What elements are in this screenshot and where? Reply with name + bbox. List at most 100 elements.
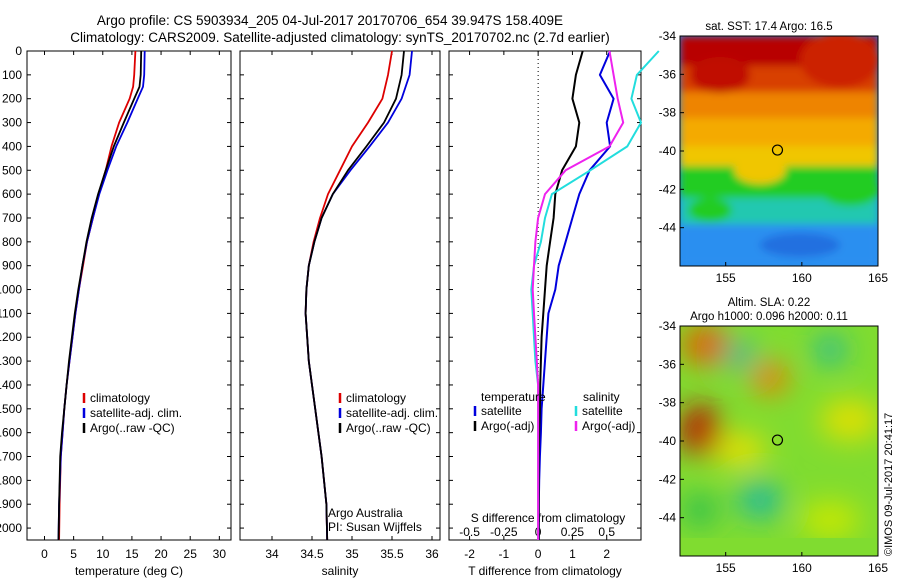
map-y-tick-label: -34 <box>659 319 677 333</box>
map-axes-sla_map: 155 160 165 -34 -36 -38 -40 -42 -44 Altim. SLA: 0… <box>659 297 889 575</box>
map-y-tick-label: -42 <box>659 472 677 486</box>
x-tick-label: 20 <box>154 547 168 561</box>
depth-tick-label: 1100 <box>0 306 22 320</box>
x-axis-label: T difference from climatology <box>468 564 622 578</box>
depth-tick-label: 0 <box>15 44 22 58</box>
depth-tick-label: 300 <box>2 116 22 130</box>
panel-frame <box>26 50 232 541</box>
sst-map <box>680 36 878 266</box>
depth-tick-label: 1700 <box>0 450 22 464</box>
x-tick-label: 15 <box>125 547 139 561</box>
depth-tick-label: 400 <box>2 139 22 153</box>
sla-map <box>680 326 878 556</box>
x-tick-label: 36 <box>425 547 439 561</box>
diff-series-1 <box>537 50 584 540</box>
x-tick-label: 30 <box>213 547 227 561</box>
annotation-line: Argo Australia <box>328 506 403 520</box>
legend-entry: satellite <box>582 404 623 418</box>
map-y-tick-label: -38 <box>659 396 677 410</box>
x-tick-label: 34.5 <box>300 547 324 561</box>
legend-entry: Argo(..raw -QC) <box>346 421 431 435</box>
diff-series-0 <box>537 50 615 540</box>
x2-tick-label: 0.5 <box>598 525 615 539</box>
map-y-tick-label: -38 <box>659 106 677 120</box>
profile-panel-temperature: 0 5 10 15 20 25 30 temperature (deg C) climatolo… <box>26 50 232 578</box>
x-tick-label: 2 <box>603 547 610 561</box>
imos-stamp: ©IMOS 09-Jul-2017 20:41:17 <box>883 413 895 556</box>
map-y-tick-label: -36 <box>659 357 677 371</box>
x-tick-label: 35 <box>345 547 359 561</box>
depth-tick-label: 1300 <box>0 354 22 368</box>
depth-tick-label: 1900 <box>0 497 22 511</box>
depth-tick-label: 1800 <box>0 473 22 487</box>
x-tick-label: 10 <box>96 547 110 561</box>
x2-tick-label: -0.25 <box>490 525 518 539</box>
map-x-tick-label: 155 <box>716 271 736 285</box>
depth-tick-label: 500 <box>2 163 22 177</box>
depth-tick-label: 900 <box>2 259 22 273</box>
x-tick-label: -1 <box>499 547 510 561</box>
map-title: Argo h1000: 0.096 h2000: 0.11 <box>690 311 848 323</box>
profile-panel-difference: -2 -1 0 1 2 T difference from climatology -0.5… <box>448 50 660 578</box>
legend-entry: climatology <box>346 391 406 405</box>
x-tick-label: 0 <box>535 547 542 561</box>
depth-tick-label: 1600 <box>0 426 22 440</box>
x2-axis-label: S difference from climatology <box>471 511 626 525</box>
depth-tick-label: 1200 <box>0 330 22 344</box>
map-x-tick-label: 160 <box>792 271 812 285</box>
map-x-tick-label: 165 <box>868 561 888 575</box>
series-2 <box>304 50 405 541</box>
map-axes-sst_map: 155 160 165 -34 -36 -38 -40 -42 -44 sat. SST: 17.… <box>659 21 889 285</box>
map-y-tick-label: -40 <box>659 144 677 158</box>
x-tick-label: 25 <box>184 547 198 561</box>
annotation-line: PI: Susan Wijffels <box>328 520 422 534</box>
diff-series-3 <box>531 50 625 540</box>
x-axis-label: salinity <box>322 564 359 578</box>
map-title: sat. SST: 17.4 Argo: 16.5 <box>705 21 832 33</box>
x2-tick-label: -0.5 <box>459 525 480 539</box>
depth-tick-label: 800 <box>2 235 22 249</box>
x-axis-label: temperature (deg C) <box>75 564 183 578</box>
diff-series-2 <box>530 50 660 540</box>
legend-entry: Argo(..raw -QC) <box>90 421 175 435</box>
x-tick-label: 35.5 <box>380 547 404 561</box>
legend-entry: satellite <box>481 404 522 418</box>
x-tick-label: 0 <box>41 547 48 561</box>
panel-frame <box>448 50 642 541</box>
profile-panel-salinity: 34 34.5 35 35.5 36 salinity climatologysatelli… <box>239 50 441 578</box>
depth-tick-label: 600 <box>2 187 22 201</box>
x-tick-label: 1 <box>569 547 576 561</box>
legend-title: salinity <box>583 390 620 404</box>
map-title: Altim. SLA: 0.22 <box>728 297 810 309</box>
map-y-tick-label: -34 <box>659 29 677 43</box>
map-y-tick-label: -42 <box>659 182 677 196</box>
map-y-tick-label: -44 <box>659 221 677 235</box>
legend-entry: satellite-adj. clim. <box>346 406 438 420</box>
map-y-tick-label: -36 <box>659 67 677 81</box>
argo-position-marker <box>771 434 784 446</box>
legend-title: temperature <box>481 390 546 404</box>
map-x-tick-label: 165 <box>868 271 888 285</box>
x-tick-label: -2 <box>464 547 475 561</box>
depth-tick-label: 200 <box>2 92 22 106</box>
argo-position-marker <box>771 144 784 156</box>
depth-tick-label: 1500 <box>0 402 22 416</box>
legend-entry: Argo(-adj) <box>582 419 635 433</box>
series-1 <box>304 50 413 541</box>
header-line-2: Climatology: CARS2009. Satellite-adjuste… <box>70 30 610 45</box>
legend-entry: climatology <box>90 391 150 405</box>
panel-frame <box>239 50 441 541</box>
depth-tick-label: 100 <box>2 68 22 82</box>
series-0 <box>304 50 393 541</box>
legend-entry: satellite-adj. clim. <box>90 406 182 420</box>
legend-entry: Argo(-adj) <box>481 419 534 433</box>
x-tick-label: 34 <box>265 547 279 561</box>
series-2 <box>57 50 143 541</box>
x-tick-label: 5 <box>70 547 77 561</box>
map-y-tick-label: -44 <box>659 511 677 525</box>
map-x-tick-label: 160 <box>792 561 812 575</box>
map-x-tick-label: 155 <box>716 561 736 575</box>
x2-tick-label: 0.25 <box>561 525 585 539</box>
map-y-tick-label: -40 <box>659 434 677 448</box>
